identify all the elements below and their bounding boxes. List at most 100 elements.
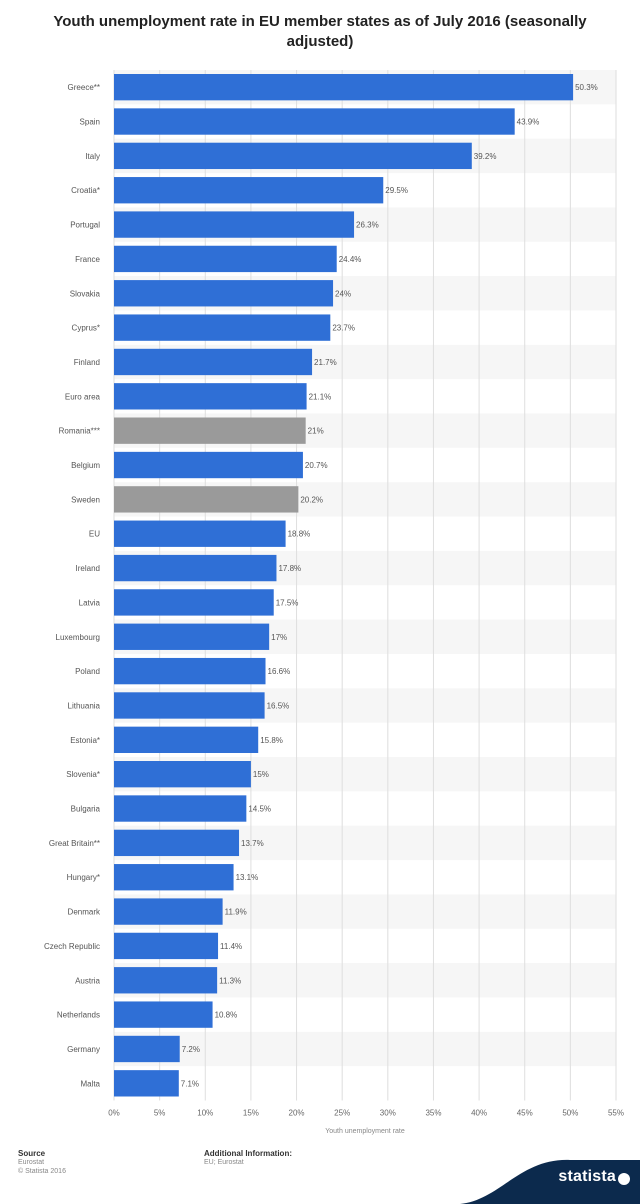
x-axis-label: Youth unemployment rate xyxy=(325,1128,405,1135)
x-tick-label: 50% xyxy=(562,1109,578,1118)
category-label: Poland xyxy=(75,667,100,676)
category-label: Portugal xyxy=(70,221,100,230)
category-label: Malta xyxy=(80,1079,100,1088)
value-label: 39.2% xyxy=(474,152,497,161)
category-label: Austria xyxy=(75,976,100,985)
value-label: 7.2% xyxy=(182,1045,200,1054)
bar xyxy=(114,108,515,135)
bar xyxy=(114,1070,179,1097)
value-label: 10.8% xyxy=(215,1011,238,1020)
x-tick-label: 10% xyxy=(197,1109,213,1118)
bar xyxy=(114,74,574,101)
category-label: Ireland xyxy=(76,564,100,573)
category-label: France xyxy=(75,255,100,264)
x-tick-label: 5% xyxy=(154,1109,166,1118)
category-label: Denmark xyxy=(68,908,101,917)
value-label: 15.8% xyxy=(260,736,283,745)
statista-logo-text: statista xyxy=(558,1168,616,1185)
bar xyxy=(114,177,384,204)
value-label: 14.5% xyxy=(248,805,271,814)
bar xyxy=(114,554,277,582)
value-label: 11.4% xyxy=(220,942,242,951)
category-label: Great Britain** xyxy=(49,839,100,848)
category-label: Slovakia xyxy=(70,289,101,298)
category-label: EU xyxy=(89,530,100,539)
value-label: 24.4% xyxy=(339,255,362,264)
category-label: Belgium xyxy=(71,461,100,470)
value-label: 23.7% xyxy=(332,324,355,333)
plot-background xyxy=(114,70,616,1100)
bar xyxy=(114,932,219,960)
category-label: Netherlands xyxy=(57,1011,100,1020)
labels: 0% 5% 10% 15% 20% 25% 30% 35% 40% 45% 50% 55% Greece… xyxy=(44,83,624,1117)
x-tick-label: 0% xyxy=(108,1109,120,1118)
value-label: 11.3% xyxy=(219,976,241,985)
bar xyxy=(114,417,306,444)
bar-chart: 0% 5% 10% 15% 20% 25% 30% 35% 40% 45% 50% 55% Greece… xyxy=(44,70,624,1135)
bar xyxy=(114,795,247,822)
category-label: Bulgaria xyxy=(71,805,101,814)
value-label: 17.8% xyxy=(278,564,301,573)
footer: Source Eurostat © Statista 2016 Addition… xyxy=(0,1140,640,1204)
bar xyxy=(114,761,251,788)
bar xyxy=(114,280,334,307)
value-label: 13.1% xyxy=(236,873,259,882)
value-label: 24% xyxy=(335,289,351,298)
category-label: Croatia* xyxy=(71,186,100,195)
category-label: Romania*** xyxy=(59,427,100,436)
x-tick-label: 45% xyxy=(517,1109,533,1118)
bar xyxy=(114,383,307,410)
bar xyxy=(114,623,270,650)
value-label: 13.7% xyxy=(241,839,264,848)
bar xyxy=(114,142,472,170)
value-label: 43.9% xyxy=(517,118,540,127)
category-label: Finland xyxy=(74,358,100,367)
bar xyxy=(114,451,303,479)
bar xyxy=(114,1001,213,1028)
value-label: 20.7% xyxy=(305,461,328,470)
value-label: 21% xyxy=(308,427,324,436)
category-label: Italy xyxy=(85,152,100,161)
bar xyxy=(114,726,259,753)
x-tick-label: 25% xyxy=(334,1109,350,1118)
category-label: Cyprus* xyxy=(72,324,100,333)
x-tick-label: 40% xyxy=(471,1109,487,1118)
category-label: Luxembourg xyxy=(56,633,100,642)
category-label: Estonia* xyxy=(70,736,100,745)
category-label: Greece** xyxy=(68,83,100,92)
source-line-2: © Statista 2016 xyxy=(18,1168,66,1175)
statista-logo-icon xyxy=(618,1173,630,1185)
value-label: 17% xyxy=(271,633,287,642)
bar xyxy=(114,211,355,238)
category-label: Lithuania xyxy=(68,701,101,710)
source-line-1: Eurostat xyxy=(18,1159,45,1166)
bar xyxy=(114,520,286,547)
bar xyxy=(114,314,331,341)
source-heading: Source xyxy=(18,1149,46,1158)
category-label: Czech Republic xyxy=(44,942,100,951)
bar xyxy=(114,486,299,513)
x-tick-label: 35% xyxy=(425,1109,441,1118)
value-label: 16.5% xyxy=(267,701,290,710)
bar xyxy=(114,657,266,685)
value-label: 11.9% xyxy=(225,908,247,917)
bar xyxy=(114,864,234,891)
value-label: 16.6% xyxy=(268,667,291,676)
x-tick-label: 20% xyxy=(289,1109,305,1118)
value-label: 29.5% xyxy=(385,186,408,195)
bar xyxy=(114,692,265,719)
category-label: Latvia xyxy=(79,598,101,607)
row-band xyxy=(114,1066,616,1101)
value-label: 18.8% xyxy=(288,530,311,539)
category-label: Euro area xyxy=(65,392,101,401)
category-label: Germany xyxy=(67,1045,100,1054)
value-label: 50.3% xyxy=(575,83,598,92)
category-label: Slovenia* xyxy=(66,770,100,779)
bar xyxy=(114,967,218,994)
value-label: 21.7% xyxy=(314,358,337,367)
value-label: 21.1% xyxy=(309,392,332,401)
bar xyxy=(114,898,223,925)
value-label: 7.1% xyxy=(181,1079,199,1088)
category-label: Sweden xyxy=(71,495,100,504)
x-tick-label: 55% xyxy=(608,1109,624,1118)
